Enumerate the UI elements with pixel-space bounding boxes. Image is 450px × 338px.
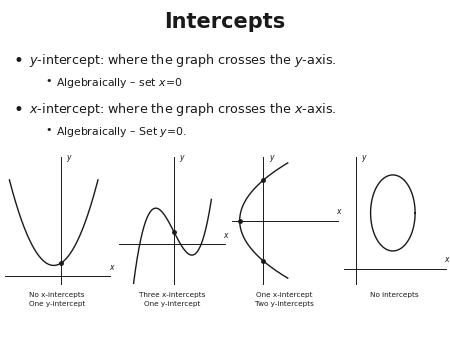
Text: $y$: $y$ <box>361 153 368 164</box>
Text: No intercepts: No intercepts <box>370 292 419 298</box>
Text: •: • <box>45 125 51 135</box>
Text: $y$: $y$ <box>66 153 73 164</box>
Text: $x$: $x$ <box>223 231 230 240</box>
Text: •: • <box>45 76 51 86</box>
Text: Three x-intercepts
One y-intercept: Three x-intercepts One y-intercept <box>139 292 205 307</box>
Text: One x-intercept
Two y-intercepts: One x-intercept Two y-intercepts <box>255 292 314 307</box>
Text: $x$: $x$ <box>336 207 343 216</box>
Text: $x$: $x$ <box>444 256 450 264</box>
Text: Algebraically – set $x$=0: Algebraically – set $x$=0 <box>56 76 183 90</box>
Text: $x$: $x$ <box>108 263 116 272</box>
Text: •: • <box>14 52 23 70</box>
Text: No x-intercepts
One y-intercept: No x-intercepts One y-intercept <box>29 292 86 307</box>
Text: $y$-intercept: where the graph crosses the $y$-axis.: $y$-intercept: where the graph crosses t… <box>29 52 337 69</box>
Text: $y$: $y$ <box>269 153 275 164</box>
Text: $x$-intercept: where the graph crosses the $x$-axis.: $x$-intercept: where the graph crosses t… <box>29 101 337 118</box>
Text: Algebraically – Set $y$=0.: Algebraically – Set $y$=0. <box>56 125 187 139</box>
Text: •: • <box>14 101 23 119</box>
Text: $y$: $y$ <box>179 153 186 164</box>
Text: Intercepts: Intercepts <box>164 12 286 32</box>
